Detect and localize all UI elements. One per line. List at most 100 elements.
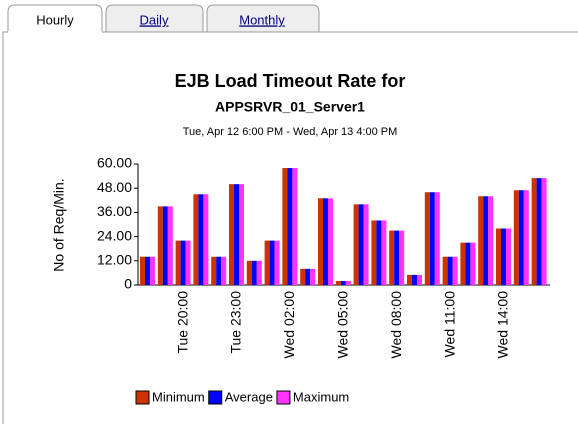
bar [287, 168, 293, 285]
x-tick-label: Wed 14:00 [495, 291, 511, 359]
bar [180, 240, 186, 285]
bar [363, 204, 369, 285]
bar [434, 192, 440, 285]
bar [340, 280, 346, 285]
bar [221, 256, 227, 285]
bar [318, 198, 323, 285]
tab-label[interactable]: Hourly [36, 12, 74, 27]
legend-label: Average [225, 389, 273, 404]
bar [264, 240, 270, 285]
legend-swatch [208, 390, 223, 405]
bar [442, 256, 448, 285]
bar [274, 240, 280, 285]
bar [269, 240, 275, 285]
bar [376, 220, 382, 285]
bar [157, 206, 163, 285]
bar [246, 260, 252, 285]
chart-subtitle: APPSRVR_01_Server1 [215, 99, 365, 115]
bar [140, 256, 145, 285]
bar [282, 168, 288, 285]
tab-active[interactable] [7, 4, 103, 32]
bar [211, 256, 217, 285]
bar [353, 204, 359, 285]
bar [501, 228, 506, 285]
x-tick-label: Wed 05:00 [335, 291, 351, 359]
tab[interactable] [105, 4, 204, 33]
legend-swatch [276, 390, 291, 405]
bar [531, 178, 537, 285]
bar [447, 256, 453, 285]
bar [234, 184, 239, 285]
x-tick-label: Wed 11:00 [441, 291, 457, 358]
bar [251, 260, 257, 285]
y-tick-label: 36.00 [97, 203, 132, 219]
bar [496, 228, 501, 285]
bar [203, 194, 209, 285]
y-axis-label: No of Req/Min. [51, 178, 67, 271]
bar [358, 204, 364, 285]
bar [198, 194, 204, 285]
bar [145, 256, 150, 285]
date-range: Tue, Apr 12 6:00 PM - Wed, Apr 13 4:00 P… [183, 126, 398, 138]
x-tick-label: Wed 08:00 [388, 291, 404, 359]
bar [229, 184, 234, 285]
y-tick-label: 48.00 [97, 179, 132, 195]
bar [371, 220, 377, 285]
bar [239, 184, 244, 285]
bar [300, 268, 306, 285]
bar [193, 194, 199, 285]
bar [216, 256, 222, 285]
legend-label: Minimum [152, 389, 205, 404]
bar [513, 190, 519, 285]
y-tick-label: 24.00 [97, 227, 132, 243]
bar [452, 256, 458, 285]
bar [310, 268, 316, 285]
bar [399, 230, 405, 285]
bar [478, 196, 484, 285]
y-tick-label: 60.00 [97, 155, 132, 171]
bar [488, 196, 494, 285]
panel-border [2, 31, 578, 424]
bar [335, 280, 341, 285]
bar [167, 206, 173, 285]
bar [256, 260, 262, 285]
bar [536, 178, 542, 285]
bar [506, 228, 511, 285]
bar [424, 192, 430, 285]
legend-swatch [135, 390, 150, 405]
bar [518, 190, 524, 285]
bar [429, 192, 435, 285]
bar [470, 242, 476, 285]
bar [185, 240, 191, 285]
chart-title: EJB Load Timeout Rate for [175, 71, 406, 91]
bar [389, 230, 395, 285]
bar [465, 242, 471, 285]
x-tick-label: Wed 02:00 [281, 291, 297, 359]
bar [460, 242, 466, 285]
bar [292, 168, 298, 285]
bar [345, 280, 351, 285]
tab-link[interactable]: Daily [140, 12, 169, 27]
bar [394, 230, 400, 285]
tab[interactable] [206, 4, 320, 33]
tab-link[interactable]: Monthly [239, 12, 285, 27]
bar [523, 190, 529, 285]
x-tick-label: Tue 20:00 [174, 291, 190, 354]
legend-label: Maximum [293, 389, 349, 404]
bar [381, 220, 387, 285]
bar [412, 274, 417, 285]
bar [541, 178, 547, 285]
y-tick-label: 0 [124, 276, 132, 292]
bar [407, 274, 412, 285]
bar [175, 240, 181, 285]
y-tick-label: 12.00 [97, 252, 132, 268]
x-tick-label: Tue 23:00 [228, 291, 244, 354]
bar [162, 206, 168, 285]
bar [417, 274, 422, 285]
bar [483, 196, 489, 285]
bar [150, 256, 155, 285]
bar [328, 198, 333, 285]
bar [323, 198, 328, 285]
bar [305, 268, 311, 285]
